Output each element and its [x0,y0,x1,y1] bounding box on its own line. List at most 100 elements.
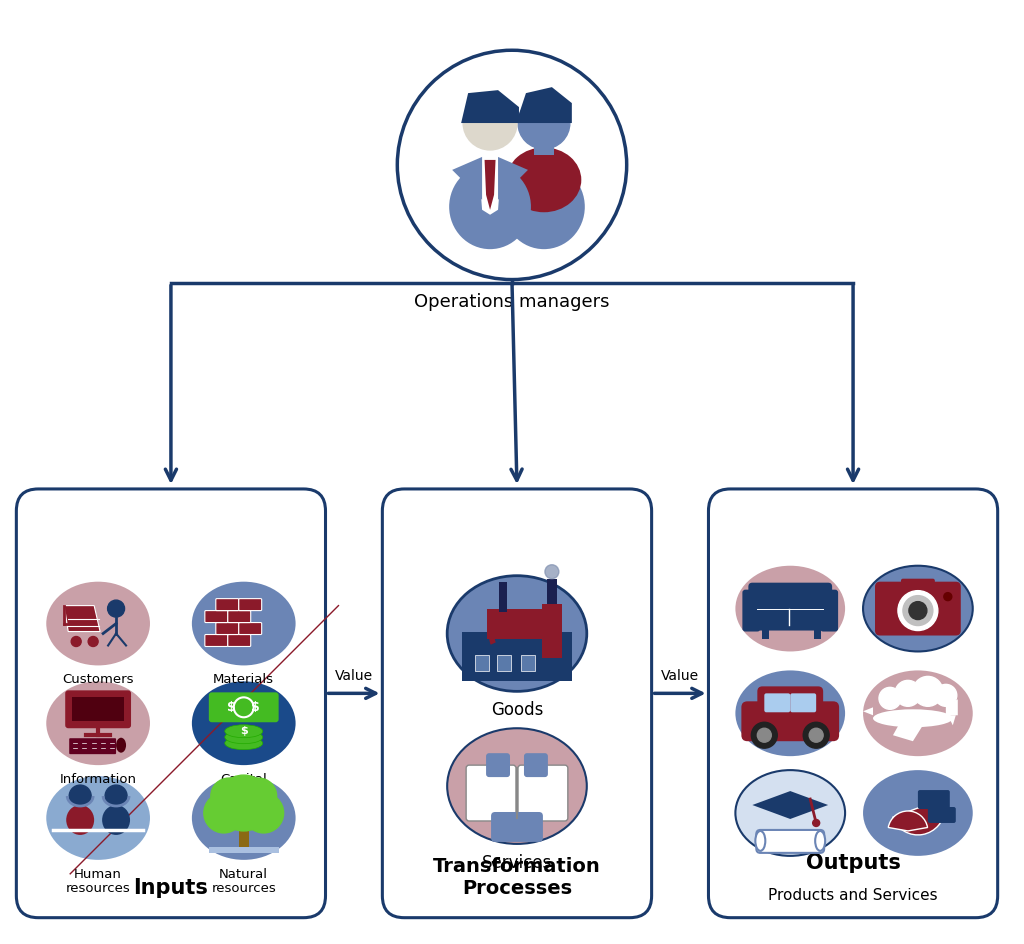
Circle shape [70,785,91,807]
Text: Inputs: Inputs [133,878,208,898]
Text: Human
resources: Human resources [66,868,130,895]
Circle shape [944,593,951,600]
FancyBboxPatch shape [758,686,823,718]
Polygon shape [453,157,482,200]
Polygon shape [893,717,928,741]
Polygon shape [478,157,502,214]
Ellipse shape [225,731,263,744]
Ellipse shape [46,776,150,860]
FancyBboxPatch shape [16,489,326,918]
Circle shape [803,722,829,749]
Text: Information: Information [59,773,136,786]
Circle shape [545,565,559,579]
FancyBboxPatch shape [820,590,838,632]
Polygon shape [65,606,100,632]
Circle shape [216,775,271,831]
Ellipse shape [225,736,263,750]
Bar [239,831,249,852]
Bar [762,626,769,638]
Ellipse shape [102,805,130,834]
Ellipse shape [191,776,296,860]
Text: Transformation
Processes: Transformation Processes [433,857,601,899]
FancyBboxPatch shape [876,582,961,635]
FancyBboxPatch shape [524,753,548,777]
Text: Value: Value [660,669,699,683]
Bar [814,626,821,638]
Text: $: $ [240,726,248,736]
Bar [542,603,562,659]
Text: $: $ [227,700,237,714]
Text: Natural
resources: Natural resources [211,868,276,895]
Circle shape [752,722,777,749]
FancyBboxPatch shape [466,766,516,821]
Polygon shape [863,707,873,716]
Ellipse shape [191,682,296,766]
FancyBboxPatch shape [205,611,227,622]
FancyBboxPatch shape [216,598,239,611]
Circle shape [913,677,943,706]
FancyBboxPatch shape [749,582,833,613]
Text: Capital: Capital [220,773,267,786]
FancyBboxPatch shape [757,830,824,852]
Bar [497,655,511,671]
Bar [499,582,507,612]
FancyBboxPatch shape [742,590,761,632]
Circle shape [903,596,933,626]
Ellipse shape [46,582,150,666]
Ellipse shape [873,709,952,727]
Bar [547,579,557,603]
Ellipse shape [46,682,150,766]
Circle shape [758,728,771,742]
FancyBboxPatch shape [216,622,239,634]
Ellipse shape [447,576,587,691]
Text: Outputs: Outputs [806,852,900,873]
FancyBboxPatch shape [486,753,510,777]
Circle shape [211,778,247,814]
Polygon shape [753,791,828,819]
Ellipse shape [225,743,263,755]
Ellipse shape [863,670,973,756]
FancyBboxPatch shape [227,634,251,647]
Bar [73,698,124,721]
FancyBboxPatch shape [918,790,950,809]
Polygon shape [498,157,528,200]
Circle shape [879,687,901,709]
Ellipse shape [191,582,296,666]
Circle shape [241,778,276,814]
Ellipse shape [735,565,845,651]
FancyBboxPatch shape [382,489,651,918]
FancyBboxPatch shape [764,693,791,713]
Circle shape [813,819,819,826]
Text: $: $ [251,700,260,714]
Wedge shape [893,808,945,834]
FancyBboxPatch shape [492,812,543,842]
Circle shape [105,785,127,807]
Ellipse shape [756,831,765,851]
Ellipse shape [815,831,825,851]
FancyBboxPatch shape [791,693,816,713]
Text: Goods: Goods [490,701,543,719]
FancyBboxPatch shape [239,622,262,634]
Circle shape [898,591,938,631]
Polygon shape [461,90,519,123]
Polygon shape [484,160,496,210]
Bar [462,632,571,682]
Circle shape [809,728,823,742]
Circle shape [88,636,98,647]
FancyBboxPatch shape [749,602,833,631]
Ellipse shape [772,799,808,815]
Ellipse shape [863,770,973,856]
Circle shape [108,600,125,617]
FancyBboxPatch shape [901,579,935,593]
Circle shape [909,601,927,619]
Bar [521,655,535,671]
Text: Products and Services: Products and Services [768,888,938,903]
Ellipse shape [450,164,531,249]
FancyBboxPatch shape [209,692,279,722]
Text: Services: Services [482,854,552,872]
Bar [534,135,554,155]
FancyBboxPatch shape [205,634,227,647]
FancyBboxPatch shape [741,701,839,741]
Text: Customers: Customers [62,673,134,686]
Bar [209,847,279,852]
